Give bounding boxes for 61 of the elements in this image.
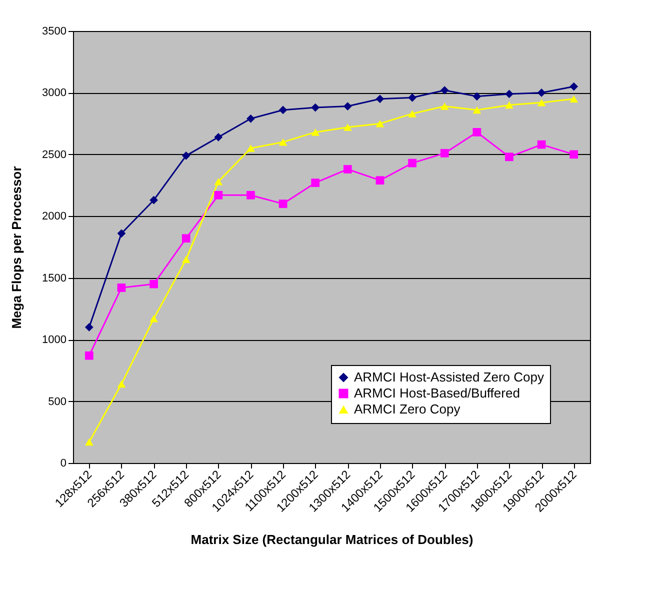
point [117,380,126,388]
point [278,138,288,146]
point [150,280,158,288]
point [246,144,255,152]
legend-label: ARMCI Host-Assisted Zero Copy [354,370,544,384]
point [84,323,94,332]
point [311,178,320,187]
point [214,132,223,142]
point [537,140,546,149]
point [570,150,578,159]
point [505,90,514,98]
y-tick-label: 1500 [42,272,66,284]
y-tick-label: 2000 [42,210,66,223]
point [246,190,255,200]
point [376,176,384,185]
point [182,256,190,263]
y-axis-title: Mega Flops per Processor [9,166,24,329]
y-tick-label: 0 [60,458,66,470]
point [150,196,158,204]
point [117,284,126,292]
point [182,151,190,160]
point [408,93,416,102]
point [408,110,416,118]
legend-label: ARMCI Host-Based/Buffered [354,386,520,400]
point [182,234,190,243]
legend-label: ARMCI Zero Copy [354,402,461,416]
point [376,120,384,128]
point [343,124,352,131]
point [376,94,384,104]
point [472,92,482,101]
point [278,200,288,208]
point [214,178,223,186]
point [440,149,449,158]
point [537,88,546,97]
point [214,190,223,200]
y-tick-label: 1000 [42,334,66,346]
y-tick-label: 3000 [42,87,66,100]
y-tick-label: 2500 [42,148,66,161]
point [311,128,320,136]
point [278,106,288,114]
point [505,152,514,162]
point [408,158,416,168]
point [537,98,546,106]
point [311,103,320,112]
point [343,102,352,110]
point [570,95,578,103]
point [505,101,514,109]
y-tick-label: 3500 [42,26,66,38]
point [570,82,578,91]
point [472,128,482,136]
point [246,114,255,123]
point [84,351,94,360]
y-tick-label: 500 [48,396,66,408]
point [472,106,482,114]
point [440,102,449,110]
x-axis-title: Matrix Size (Rectangular Matrices of Doubles) [190,532,474,548]
point [117,229,126,238]
point [343,165,352,174]
point [150,314,158,322]
point [84,438,94,446]
point [440,86,449,94]
